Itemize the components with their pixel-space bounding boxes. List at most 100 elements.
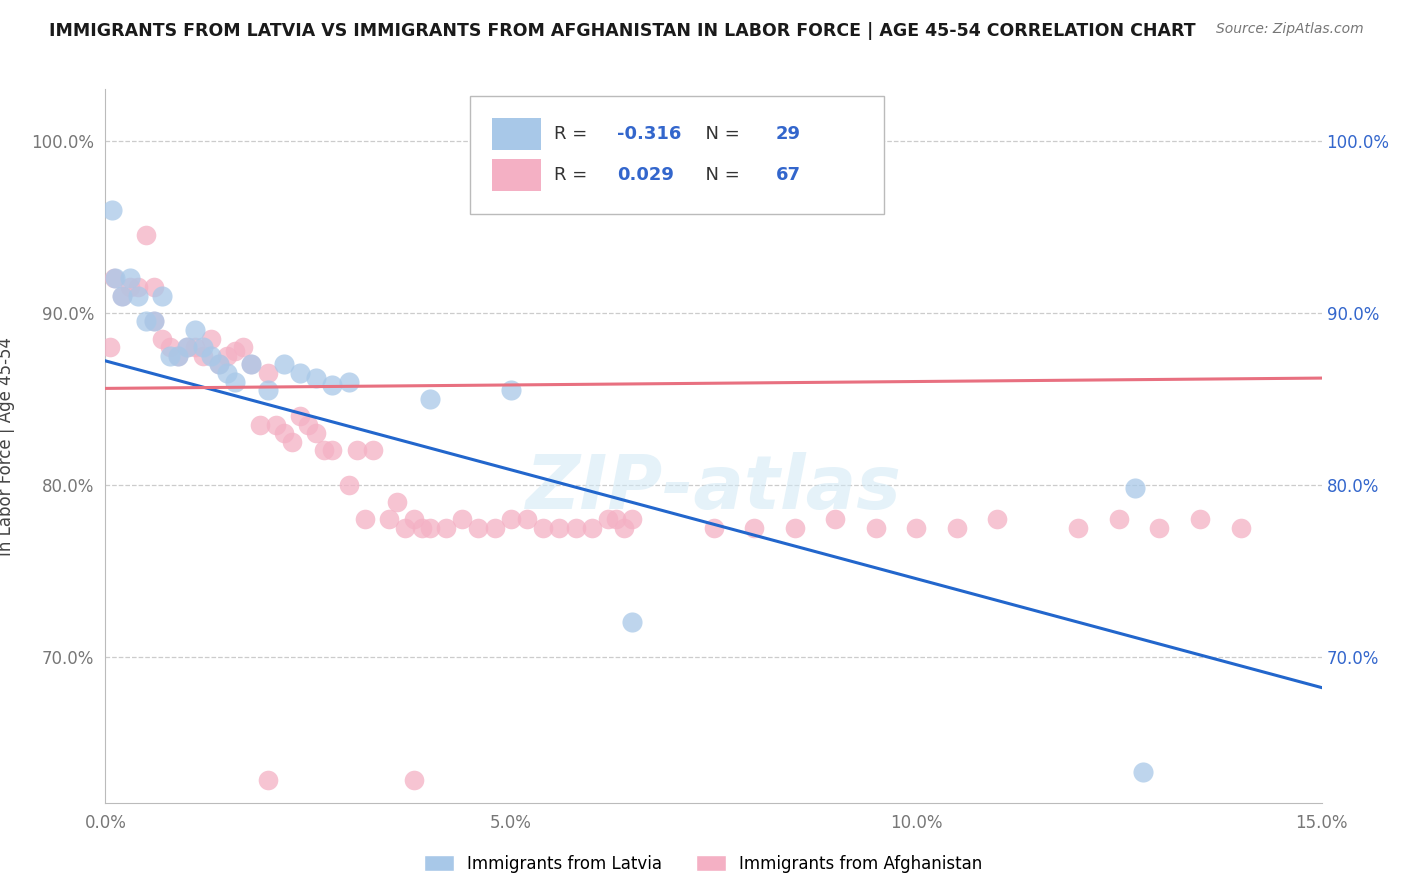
Point xyxy=(281,434,304,449)
Point xyxy=(305,371,328,385)
Point xyxy=(1067,521,1090,535)
Point xyxy=(621,615,644,630)
Point xyxy=(135,314,157,328)
Text: -0.316: -0.316 xyxy=(617,125,682,143)
Point xyxy=(1189,512,1212,526)
Point xyxy=(1229,521,1251,535)
Point xyxy=(484,521,506,535)
Point xyxy=(337,477,360,491)
Point xyxy=(183,323,205,337)
Point xyxy=(111,288,134,302)
Point xyxy=(702,521,725,535)
Point xyxy=(159,340,181,354)
Point xyxy=(945,521,967,535)
Point xyxy=(1149,521,1171,535)
Point xyxy=(297,417,319,432)
Point xyxy=(321,378,343,392)
Point xyxy=(451,512,474,526)
Point xyxy=(240,357,263,371)
Point xyxy=(224,375,246,389)
Point xyxy=(167,349,190,363)
Point xyxy=(419,392,441,406)
Text: R =: R = xyxy=(554,125,593,143)
Point xyxy=(419,521,441,535)
Point xyxy=(183,340,205,354)
Point xyxy=(1132,764,1154,779)
Point xyxy=(387,495,409,509)
Point xyxy=(111,288,134,302)
Point xyxy=(1108,512,1130,526)
Point xyxy=(621,512,644,526)
Point xyxy=(905,521,928,535)
Point xyxy=(499,383,522,397)
Point xyxy=(135,228,157,243)
Point xyxy=(321,443,343,458)
Point xyxy=(217,366,239,380)
Point xyxy=(305,426,328,441)
Legend: Immigrants from Latvia, Immigrants from Afghanistan: Immigrants from Latvia, Immigrants from … xyxy=(418,848,988,880)
Point xyxy=(104,271,127,285)
Text: R =: R = xyxy=(554,166,593,184)
Point xyxy=(98,340,121,354)
Point xyxy=(288,409,311,423)
Point xyxy=(742,521,765,535)
FancyBboxPatch shape xyxy=(470,96,884,214)
Text: N =: N = xyxy=(695,166,745,184)
Point xyxy=(208,357,231,371)
Point xyxy=(337,375,360,389)
Point xyxy=(256,366,278,380)
Point xyxy=(467,521,489,535)
Point xyxy=(143,314,166,328)
Point xyxy=(249,417,271,432)
Point xyxy=(824,512,846,526)
Point xyxy=(605,512,627,526)
Point xyxy=(986,512,1008,526)
Text: IMMIGRANTS FROM LATVIA VS IMMIGRANTS FROM AFGHANISTAN IN LABOR FORCE | AGE 45-54: IMMIGRANTS FROM LATVIA VS IMMIGRANTS FRO… xyxy=(49,22,1197,40)
Point xyxy=(200,349,222,363)
Point xyxy=(224,343,246,358)
Point xyxy=(564,521,586,535)
Point xyxy=(143,314,166,328)
Point xyxy=(516,512,538,526)
Point xyxy=(411,521,433,535)
Point xyxy=(150,288,173,302)
Point xyxy=(150,332,173,346)
Point xyxy=(143,280,166,294)
FancyBboxPatch shape xyxy=(492,159,541,191)
Point xyxy=(613,521,636,535)
Point xyxy=(499,512,522,526)
Point xyxy=(176,340,198,354)
Point xyxy=(402,773,425,788)
Text: 0.029: 0.029 xyxy=(617,166,675,184)
Text: Source: ZipAtlas.com: Source: ZipAtlas.com xyxy=(1216,22,1364,37)
Point xyxy=(288,366,311,380)
Point xyxy=(434,521,457,535)
Point xyxy=(167,349,190,363)
Point xyxy=(256,383,278,397)
Point xyxy=(581,521,603,535)
Point xyxy=(159,349,181,363)
Text: ZIP­atlas: ZIP­atlas xyxy=(526,452,901,525)
Point xyxy=(176,340,198,354)
Point xyxy=(103,271,125,285)
Point xyxy=(217,349,239,363)
Point xyxy=(191,349,214,363)
Point xyxy=(273,426,295,441)
Point xyxy=(354,512,377,526)
Point xyxy=(402,512,425,526)
Point xyxy=(191,340,214,354)
Point xyxy=(783,521,806,535)
Point xyxy=(200,332,222,346)
Point xyxy=(127,288,149,302)
FancyBboxPatch shape xyxy=(492,119,541,150)
Point xyxy=(598,512,620,526)
Point xyxy=(314,443,336,458)
Point xyxy=(118,271,141,285)
Point xyxy=(548,521,571,535)
Point xyxy=(346,443,368,458)
Y-axis label: In Labor Force | Age 45-54: In Labor Force | Age 45-54 xyxy=(0,336,14,556)
Point xyxy=(101,202,124,217)
Text: 67: 67 xyxy=(776,166,800,184)
Point xyxy=(361,443,384,458)
Text: N =: N = xyxy=(695,125,745,143)
